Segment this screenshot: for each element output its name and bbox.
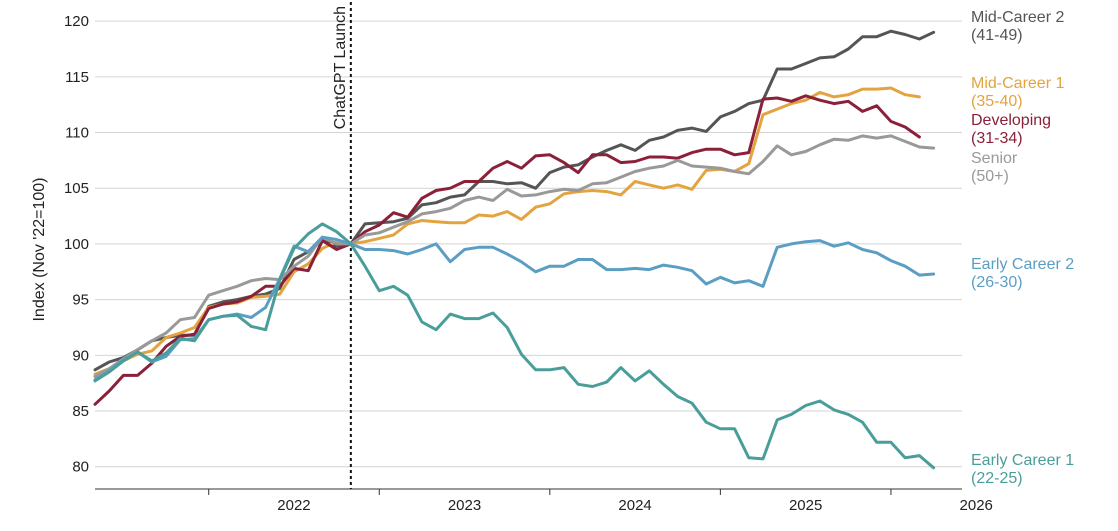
legend-label-mid-career-1: Mid-Career 1 [971,75,1064,92]
y-tick-label-100: 100 [64,236,89,253]
y-tick-label-80: 80 [72,459,89,476]
axes: 80 85 90 95 100 105 110 115 120 2022 2023 2024 2025 2… [31,13,993,514]
y-tick-label-105: 105 [64,180,89,197]
series-line-mid-career-1 [93,86,921,376]
series-lines [93,29,936,470]
y-tick-label-110: 110 [65,125,89,142]
annotation: ChatGPT Launch [332,2,352,489]
y-axis-title: Index (Nov '22=100) [31,177,48,321]
y-tick-label-115: 115 [65,69,89,86]
y-tick-label-90: 90 [72,347,89,364]
legend-label-early-career-2: Early Career 2 [971,256,1074,273]
y-tick-label-95: 95 [72,292,89,309]
y-tick-label-85: 85 [72,403,89,420]
x-tick-label-2025: 2025 [789,497,822,514]
y-tick-label-120: 120 [64,13,89,30]
x-tick-label-2023: 2023 [448,497,481,514]
legend-label-senior: Senior [971,150,1018,167]
legend-label-developing: Developing [971,112,1051,129]
series-line-early-career-1 [93,222,936,470]
legend-sub-early-career-2: (26-30) [971,274,1023,291]
x-tick-label-2026: 2026 [960,497,993,514]
series-line-developing [93,94,921,406]
legend-sub-early-career-1: (22-25) [971,470,1023,487]
series-line-early-career-2 [93,235,936,382]
legend-label-mid-career-2: Mid-Career 2 [971,9,1064,26]
legend-sub-developing: (31-34) [971,130,1023,147]
legend-sub-mid-career-1: (35-40) [971,93,1023,110]
series-line-senior [93,134,936,378]
legend-label-early-career-1: Early Career 1 [971,452,1074,469]
x-tick-label-2024: 2024 [618,497,651,514]
legend: Mid-Career 2(41-49) Mid-Career 1(35-40) De… [971,9,1074,487]
series-line-mid-career-2 [93,29,936,372]
legend-sub-mid-career-2: (41-49) [971,27,1023,44]
legend-sub-senior: (50+) [971,168,1009,185]
x-tick-label-2022: 2022 [277,497,310,514]
chatgpt-launch-label: ChatGPT Launch [332,6,349,129]
